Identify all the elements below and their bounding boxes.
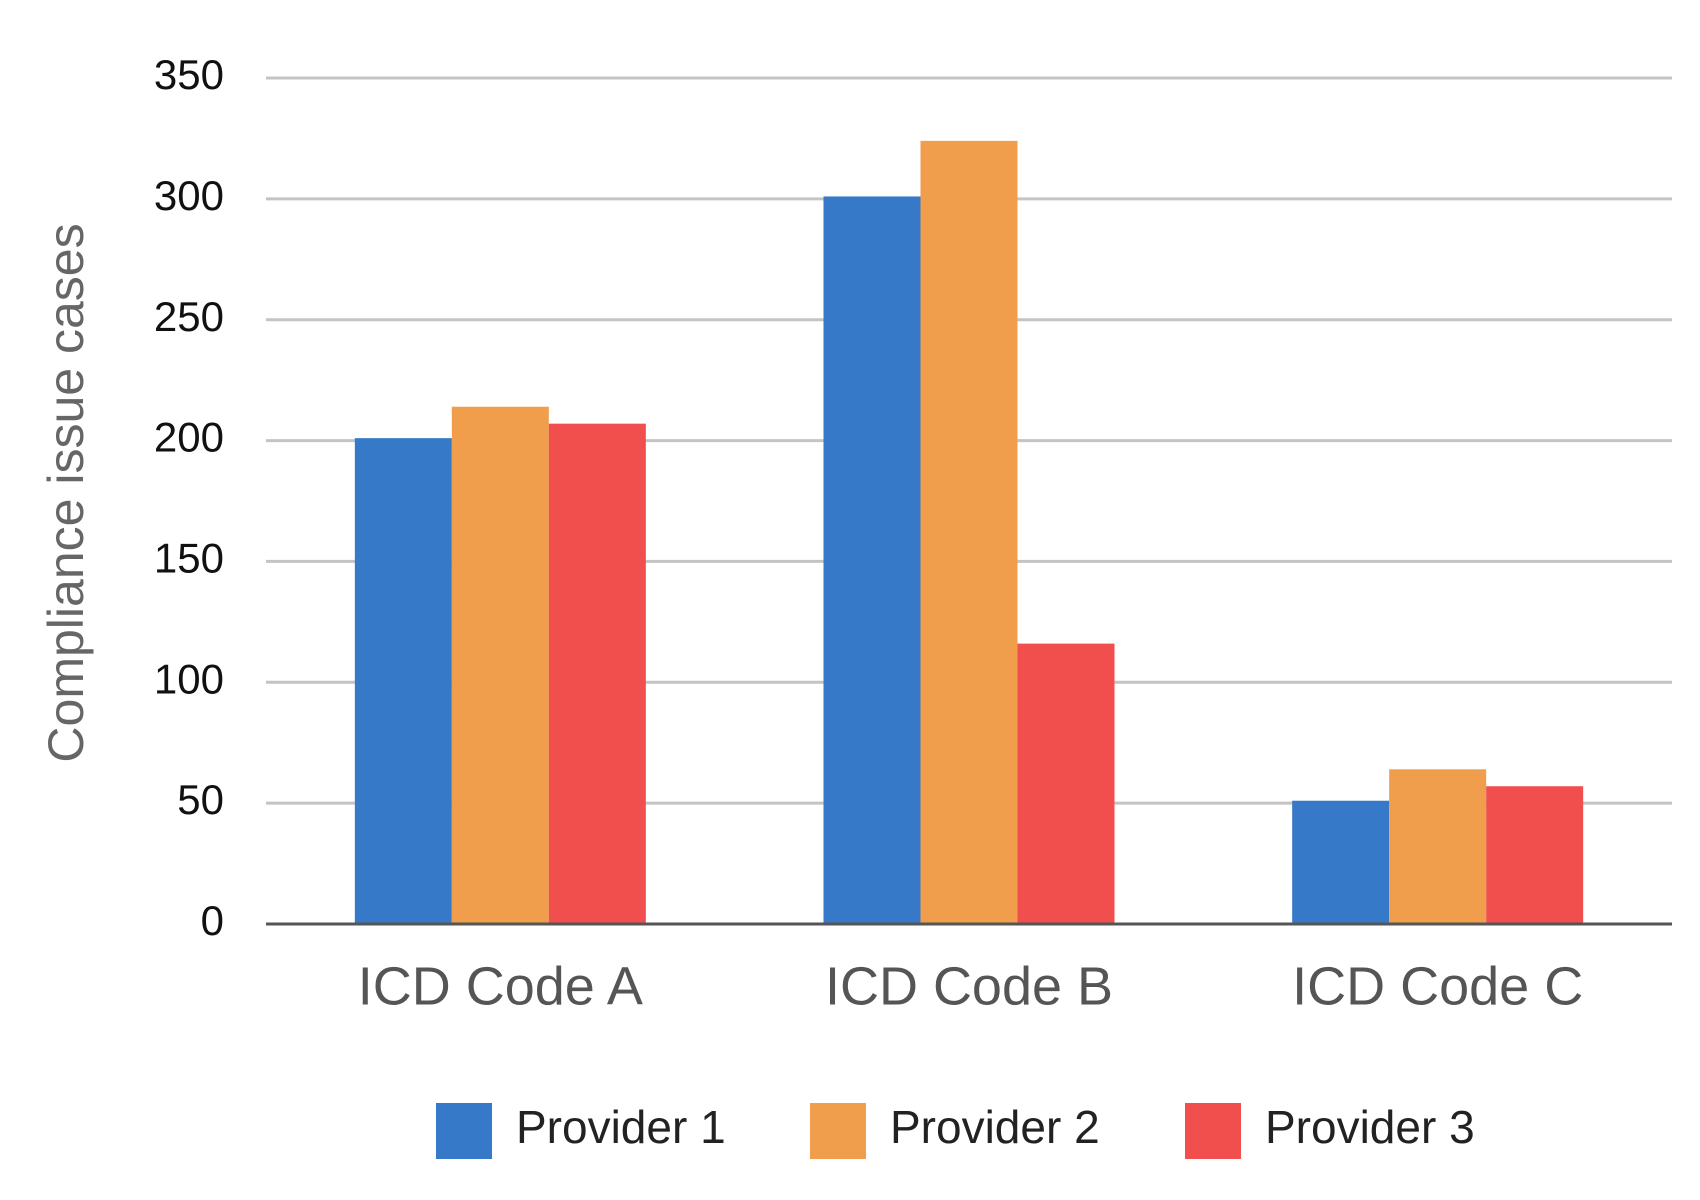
legend-swatch bbox=[436, 1103, 492, 1159]
bar-2-3 bbox=[1389, 769, 1487, 924]
y-tick-label: 50 bbox=[177, 776, 224, 823]
legend-label: Provider 1 bbox=[516, 1101, 726, 1153]
bar-3-1 bbox=[548, 423, 646, 924]
y-tick-label: 0 bbox=[201, 897, 224, 944]
x-category-label: ICD Code B bbox=[825, 956, 1113, 1016]
bar-3-2 bbox=[1017, 643, 1115, 924]
bar-3-3 bbox=[1486, 786, 1584, 924]
bar-2-1 bbox=[451, 406, 549, 924]
bar-1-2 bbox=[823, 196, 921, 924]
y-axis-ticks: 0 50 100 150 200 250 300 350 bbox=[154, 51, 224, 944]
y-tick-label: 200 bbox=[154, 414, 224, 461]
legend-swatch bbox=[1185, 1103, 1241, 1159]
legend: Provider 1 Provider 2 Provider 3 bbox=[436, 1101, 1475, 1159]
y-tick-label: 150 bbox=[154, 535, 224, 582]
y-tick-label: 250 bbox=[154, 293, 224, 340]
bar-1-1 bbox=[354, 438, 452, 924]
x-axis-categories: ICD Code A ICD Code B ICD Code C bbox=[358, 956, 1583, 1016]
legend-label: Provider 2 bbox=[890, 1101, 1100, 1153]
bar-2-2 bbox=[920, 140, 1018, 925]
y-axis-title: Compliance issue cases bbox=[38, 223, 94, 762]
bar-1-3 bbox=[1292, 800, 1390, 924]
legend-swatch bbox=[810, 1103, 866, 1159]
y-tick-label: 300 bbox=[154, 172, 224, 219]
x-category-label: ICD Code A bbox=[358, 956, 643, 1016]
x-category-label: ICD Code C bbox=[1292, 956, 1583, 1016]
y-tick-label: 350 bbox=[154, 51, 224, 98]
legend-label: Provider 3 bbox=[1265, 1101, 1475, 1153]
y-tick-label: 100 bbox=[154, 655, 224, 702]
bars bbox=[354, 140, 1584, 925]
